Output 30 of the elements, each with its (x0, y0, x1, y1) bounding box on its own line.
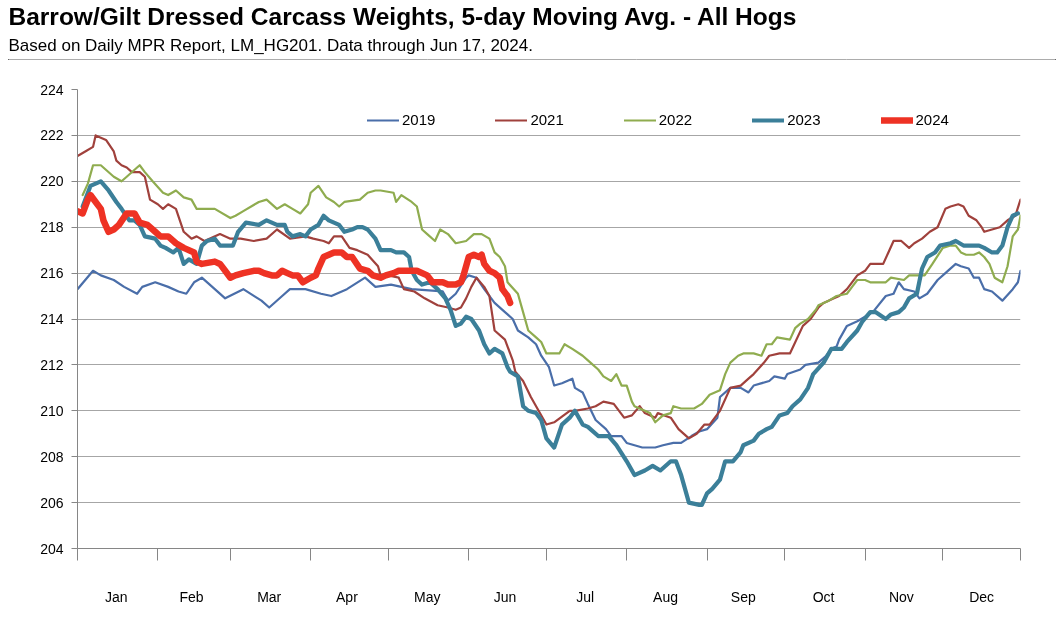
chart-title: Barrow/Gilt Dressed Carcass Weights, 5-day Moving Avg. - All Hogs (8, 2, 797, 30)
x-tick-label: Aug (653, 588, 679, 605)
y-tick-label: 210 (40, 402, 64, 419)
y-tick-label: 224 (40, 81, 64, 98)
x-tick-label: Sep (730, 588, 756, 605)
y-tick-label: 214 (40, 311, 64, 327)
legend-label: 2019 (402, 111, 436, 128)
chart-subtitle: Based on Daily MPR Report, LM_HG201. Data through Jun 17, 2024. (8, 36, 533, 55)
legend-label: 2022 (658, 111, 693, 128)
y-tick-label: 222 (40, 127, 64, 144)
x-tick-label: Jan (105, 588, 128, 605)
legend-label: 2024 (915, 111, 949, 128)
y-tick-label: 212 (40, 356, 64, 373)
x-tick-label: Jun (493, 588, 517, 605)
legend-label: 2021 (530, 111, 564, 128)
x-tick-label: May (414, 588, 441, 605)
y-tick-label: 218 (40, 219, 64, 236)
y-tick-label: 206 (40, 494, 64, 511)
x-tick-label: Mar (257, 588, 282, 605)
x-tick-label: Feb (179, 588, 204, 605)
y-tick-label: 216 (40, 265, 64, 282)
x-tick-label: Jul (576, 588, 595, 605)
x-tick-label: Apr (336, 588, 359, 605)
y-tick-label: 204 (40, 540, 64, 557)
y-tick-label: 220 (40, 173, 64, 190)
x-tick-label: Oct (812, 588, 835, 605)
x-tick-label: Nov (888, 588, 914, 605)
legend-label: 2023 (787, 111, 821, 128)
y-tick-label: 208 (40, 448, 64, 465)
x-tick-label: Dec (969, 588, 995, 605)
